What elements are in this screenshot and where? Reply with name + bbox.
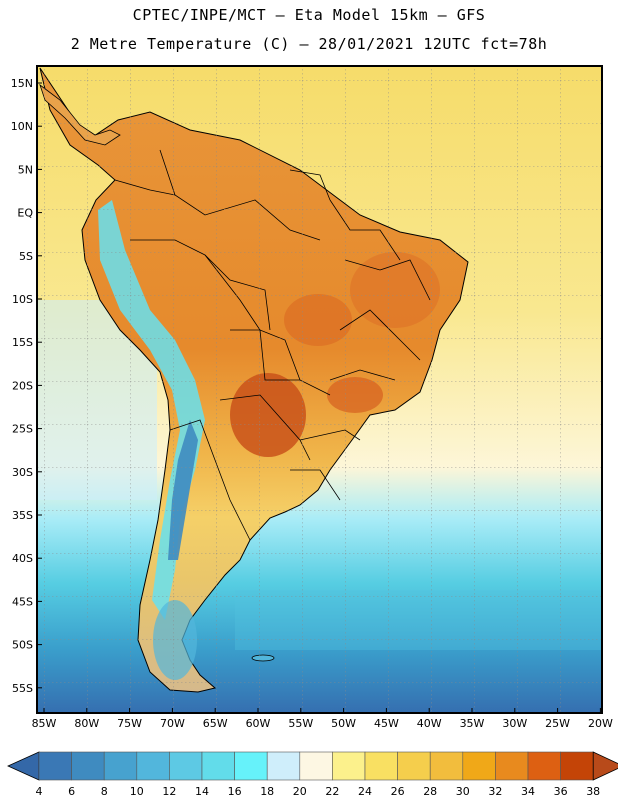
colorbar-swatch [462, 751, 496, 781]
colorbar-swatch [560, 751, 594, 781]
colorbar-label: 8 [101, 785, 108, 798]
lon-label: 25W [545, 717, 570, 730]
lon-label: 85W [32, 717, 57, 730]
colorbar-high-arrow [592, 751, 618, 781]
longitude-labels: 85W 80W 75W 70W 65W 60W 55W 50W 45W 40W 35W 30W 25W 2… [32, 708, 613, 730]
colorbar-label: 34 [521, 785, 535, 798]
lon-label: 50W [331, 717, 356, 730]
colorbar-swatch [71, 751, 105, 781]
title-line-2: 2 Metre Temperature (C) – 28/01/2021 12U… [70, 35, 548, 53]
colorbar-label: 38 [586, 785, 600, 798]
colorbar-label: 26 [391, 785, 405, 798]
map-frame [36, 65, 603, 714]
colorbar-swatch [299, 751, 333, 781]
lon-label: 40W [417, 717, 442, 730]
lat-label: 45S [12, 595, 33, 608]
colorbar-label: 18 [260, 785, 274, 798]
colorbar-label: 4 [36, 785, 43, 798]
lon-label: 70W [160, 717, 185, 730]
lat-label: 55S [12, 682, 33, 695]
lon-label: 45W [374, 717, 399, 730]
colorbar-label: 12 [162, 785, 176, 798]
lat-label: 5N [18, 163, 33, 176]
lat-label: 10N [11, 120, 33, 133]
colorbar-label: 32 [488, 785, 502, 798]
colorbar-low-arrow [7, 751, 40, 781]
lon-label: 20W [588, 717, 613, 730]
colorbar-swatch [234, 751, 268, 781]
colorbar-label: 14 [195, 785, 209, 798]
colorbar-swatch [266, 751, 301, 781]
colorbar-label: 10 [130, 785, 144, 798]
colorbar-label: 16 [228, 785, 242, 798]
lon-label: 55W [288, 717, 313, 730]
title-line-1: CPTEC/INPE/MCT – Eta Model 15km – GFS [132, 6, 486, 24]
lon-label: 60W [246, 717, 271, 730]
lat-label: 30S [12, 466, 33, 479]
colorbar-swatch [397, 751, 431, 781]
colorbar-swatch [201, 751, 235, 781]
latitude-labels: 15N 10N 5N EQ 5S 10S 15S 20S 25S 30S 35S 40S 45S 50S 5… [11, 77, 42, 695]
colorbar-label: 28 [423, 785, 437, 798]
lon-label: 75W [117, 717, 142, 730]
colorbar-swatch [495, 751, 529, 781]
colorbar-swatch [364, 751, 398, 781]
colorbar-label: 24 [358, 785, 372, 798]
colorbar-swatch [169, 751, 203, 781]
lon-label: 35W [460, 717, 485, 730]
lon-label: 80W [74, 717, 99, 730]
lat-label: 15S [12, 336, 33, 349]
lat-label: 5S [19, 250, 33, 263]
lat-label: 20S [12, 379, 33, 392]
colorbar-swatch [429, 751, 464, 781]
lat-label: 10S [12, 293, 33, 306]
lat-label: 15N [11, 77, 33, 90]
colorbar-label: 22 [325, 785, 339, 798]
lon-label: 65W [203, 717, 228, 730]
colorbar-label: 30 [456, 785, 470, 798]
colorbar-label: 6 [68, 785, 75, 798]
lat-label: 25S [12, 423, 33, 436]
colorbar-swatch [38, 751, 72, 781]
colorbar-label: 20 [293, 785, 307, 798]
colorbar-swatch [527, 751, 561, 781]
lat-label: 40S [12, 552, 33, 565]
lat-label: 50S [12, 639, 33, 652]
colorbar-label: 36 [554, 785, 568, 798]
colorbar-swatch [136, 751, 170, 781]
colorbar-swatch [332, 751, 366, 781]
lat-label: 35S [12, 509, 33, 522]
lon-label: 30W [502, 717, 527, 730]
lat-label: EQ [17, 207, 33, 220]
colorbar-swatch [103, 751, 138, 781]
